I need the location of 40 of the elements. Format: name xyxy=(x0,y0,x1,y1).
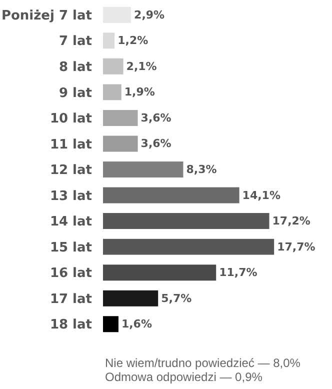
bar xyxy=(103,187,240,204)
bar xyxy=(103,213,270,230)
data-label: 8,3% xyxy=(186,163,217,176)
y-tick-label: 9 lat xyxy=(58,86,92,101)
y-tick-label: 7 lat xyxy=(58,34,92,50)
y-tick-label: 10 lat xyxy=(50,112,92,127)
y-tick-label: 13 lat xyxy=(50,188,92,204)
y-tick-label: 11 lat xyxy=(50,137,92,152)
data-label: 1,2% xyxy=(118,34,148,48)
y-tick-label: 14 lat xyxy=(50,214,92,230)
y-tick-label: 8 lat xyxy=(58,60,92,75)
data-label: 5,7% xyxy=(161,292,192,305)
bar xyxy=(103,316,118,332)
y-tick-label: 12 lat xyxy=(50,163,92,178)
y-tick-label: 18 lat xyxy=(50,318,92,333)
bar xyxy=(103,110,138,126)
bar xyxy=(103,58,124,74)
bar xyxy=(103,32,115,49)
bar xyxy=(103,84,122,100)
data-label: 1,9% xyxy=(124,86,155,99)
bar xyxy=(103,136,138,152)
data-label: 11,7% xyxy=(219,266,258,280)
data-label: 2,1% xyxy=(126,60,157,73)
y-tick-label: 17 lat xyxy=(50,292,92,307)
bar xyxy=(103,290,158,306)
y-tick-label: Poniżej 7 lat xyxy=(1,8,92,24)
data-label: 2,9% xyxy=(134,8,165,22)
data-label: 17,7% xyxy=(277,240,316,254)
bar xyxy=(103,162,184,178)
bar xyxy=(103,264,216,281)
data-label: 1,6% xyxy=(121,318,152,331)
y-tick-label: 15 lat xyxy=(50,240,92,256)
bar xyxy=(103,238,274,255)
data-label: 17,2% xyxy=(272,214,310,228)
y-tick-label: 16 lat xyxy=(50,266,92,282)
data-label: 3,6% xyxy=(140,137,172,150)
data-label: 14,1% xyxy=(242,188,280,202)
text: Nie wiem/trudno powiedzieć — 8,0% xyxy=(105,356,301,370)
text: Odmowa odpowiedzi — 0,9% xyxy=(105,370,263,384)
data-label: 3,6% xyxy=(140,111,172,124)
